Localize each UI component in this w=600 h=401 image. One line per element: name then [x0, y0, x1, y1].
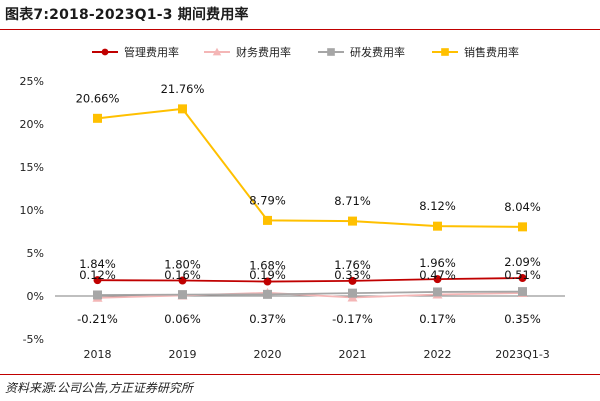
data-label: 1.96%	[419, 256, 456, 270]
data-point	[178, 290, 187, 300]
y-tick-label: 25%	[20, 75, 44, 88]
data-point	[263, 277, 272, 286]
data-label: 20.66%	[76, 91, 120, 105]
data-label: 0.17%	[419, 312, 456, 326]
data-label: 0.47%	[419, 268, 456, 282]
data-label: -0.17%	[332, 312, 373, 326]
source-note: 资料来源:公司公告,方正证券研究所	[5, 381, 193, 395]
legend: 管理费用率 财务费用率 研发费用率 销售费用率	[92, 45, 519, 59]
y-tick-label: 5%	[27, 247, 44, 260]
x-tick-label: 2022	[424, 348, 452, 361]
data-point	[348, 216, 357, 226]
data-point	[101, 48, 109, 56]
data-point	[433, 275, 442, 284]
y-tick-label: 10%	[20, 204, 44, 217]
data-point	[178, 276, 187, 285]
data-label: 0.16%	[164, 268, 201, 282]
data-label: 21.76%	[161, 82, 205, 96]
x-tick-label: 2020	[254, 348, 282, 361]
title-divider	[0, 29, 600, 30]
data-point	[348, 288, 357, 298]
data-point	[433, 287, 442, 297]
series-line	[97, 291, 523, 299]
legend-label: 管理费用率	[124, 45, 179, 59]
chart-title: 图表7:2018-2023Q1-3 期间费用率	[5, 7, 249, 23]
series-lines	[97, 107, 523, 299]
legend-label: 销售费用率	[464, 45, 519, 59]
data-point	[93, 290, 102, 300]
data-label: 1.76%	[334, 258, 371, 272]
x-tick-label: 2018	[84, 348, 112, 361]
legend-label: 研发费用率	[350, 45, 405, 59]
data-label: -0.21%	[77, 312, 118, 326]
series-markers	[92, 104, 528, 302]
data-label: 0.51%	[504, 268, 541, 282]
x-tick-label: 2019	[169, 348, 197, 361]
data-point	[433, 221, 442, 231]
data-point	[212, 47, 222, 56]
series-line	[97, 290, 523, 296]
data-point	[518, 287, 527, 297]
data-label: 8.12%	[419, 199, 456, 213]
y-tick-label: 0%	[27, 290, 44, 303]
x-tick-label: 2023Q1-3	[495, 348, 550, 361]
data-point	[263, 215, 272, 225]
footer-divider	[0, 374, 600, 375]
data-label: 1.84%	[79, 257, 116, 271]
data-label: 0.19%	[249, 268, 286, 282]
data-label: 2.09%	[504, 255, 541, 269]
data-label: 0.33%	[334, 268, 371, 282]
data-point	[441, 48, 449, 56]
data-point	[327, 48, 335, 56]
data-label: 8.71%	[334, 194, 371, 208]
data-point	[518, 274, 527, 283]
data-label: 1.68%	[249, 259, 286, 273]
axes: 25% 20% 15% 10% 5% 0% -5% 2018 2019 2020 2021 2022 2…	[20, 75, 565, 361]
data-point	[348, 276, 357, 285]
y-tick-label: -5%	[23, 333, 44, 346]
y-tick-label: 15%	[20, 161, 44, 174]
data-labels: 1.84% 1.80% 1.68% 1.76% 1.96% 2.09% -0.21% 0.06…	[76, 82, 541, 326]
data-label: 0.12%	[79, 268, 116, 282]
data-label: 0.06%	[164, 312, 201, 326]
data-point	[518, 222, 527, 232]
data-label: 8.79%	[249, 193, 286, 207]
data-label: 0.35%	[504, 312, 541, 326]
data-label: 8.04%	[504, 200, 541, 214]
data-point	[93, 276, 102, 285]
data-label: 0.37%	[249, 312, 286, 326]
legend-label: 财务费用率	[236, 45, 291, 59]
data-label: 1.80%	[164, 258, 201, 272]
line-chart: 管理费用率 财务费用率 研发费用率 销售费用率 25% 20% 15% 10% 5% 0% -5%…	[20, 45, 565, 361]
data-point	[263, 289, 272, 299]
series-line	[97, 277, 523, 283]
y-tick-label: 20%	[20, 118, 44, 131]
data-point	[178, 104, 187, 114]
data-point	[93, 113, 102, 123]
series-line	[97, 107, 523, 228]
x-tick-label: 2021	[339, 348, 367, 361]
